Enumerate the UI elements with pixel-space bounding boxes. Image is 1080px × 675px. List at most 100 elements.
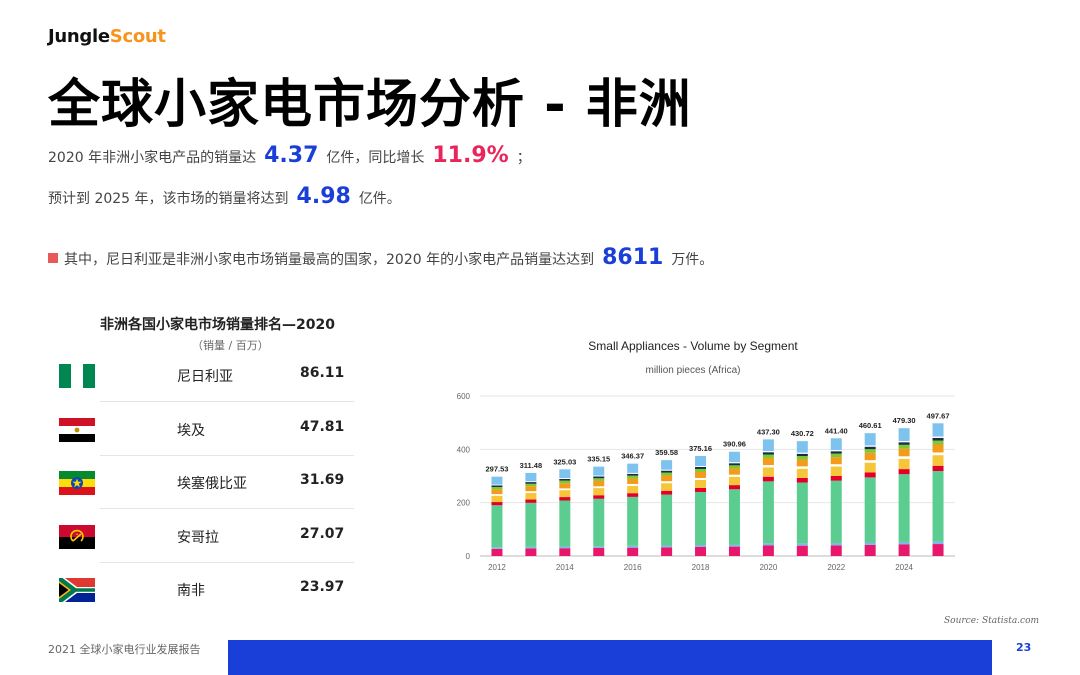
bar-segment — [593, 476, 605, 479]
bar-segment — [864, 452, 876, 461]
bar-segment — [728, 468, 740, 475]
bar-segment — [593, 546, 605, 548]
bar-segment — [525, 486, 537, 492]
bar-segment — [593, 498, 605, 547]
country-name: 南非 — [177, 583, 205, 599]
bar-segment — [898, 428, 910, 441]
bar-segment — [830, 453, 842, 458]
bar-segment — [830, 464, 842, 467]
bar-segment — [830, 457, 842, 465]
country-value: 47.81 — [300, 419, 345, 435]
bar-segment — [932, 452, 944, 456]
bar-segment — [593, 478, 605, 481]
volume-by-segment-chart: Small Appliances - Volume by Segment mil… — [457, 339, 955, 572]
bar-segment — [762, 454, 774, 459]
bar-segment — [661, 475, 673, 482]
bar-segment — [898, 474, 910, 542]
bar-segment — [830, 451, 842, 454]
bar-segment — [695, 466, 707, 469]
bar-segment — [762, 545, 774, 556]
country-name: 尼日利亚 — [177, 369, 233, 385]
angola-flag-icon — [59, 525, 95, 549]
bar-segment — [593, 480, 605, 487]
bar-segment — [695, 491, 707, 545]
bar-segment — [525, 546, 537, 549]
bar-segment — [728, 474, 740, 477]
summary-line-1: 2020 年非洲小家电产品的销量达 4.37 亿件，同比增长 11.9%； — [48, 143, 531, 168]
bar-segment — [525, 548, 537, 556]
bar-segment — [864, 446, 876, 450]
bar-segment — [864, 460, 876, 463]
bar-segment — [559, 488, 571, 491]
bar-segment — [627, 483, 639, 486]
bar-segment — [627, 475, 639, 479]
bar-segment — [695, 471, 707, 478]
bar-total-label: 441.40 — [825, 426, 848, 435]
bar-segment — [932, 436, 944, 438]
south-africa-flag-icon — [59, 578, 95, 602]
x-tick-label: 2018 — [692, 563, 710, 572]
bar-segment — [525, 499, 537, 503]
bar-segment — [898, 440, 910, 443]
bar-segment — [559, 546, 571, 549]
bar-total-label: 460.61 — [859, 421, 882, 430]
bar-segment — [491, 548, 503, 556]
bar-segment — [864, 542, 876, 545]
bar-segment — [627, 472, 639, 474]
bar-segment — [932, 541, 944, 545]
bar-segment — [525, 483, 537, 487]
bar-segment — [728, 489, 740, 545]
page-number: 23 — [1016, 641, 1032, 654]
bar-segment — [796, 545, 808, 556]
bar-segment — [932, 440, 944, 445]
bar-segment — [593, 466, 605, 476]
bar-segment — [627, 485, 639, 494]
bar-total-label: 375.16 — [689, 444, 712, 453]
bar-segment — [491, 476, 503, 485]
bar-segment — [830, 543, 842, 546]
ranking-title: 非洲各国小家电市场销量排名—2020 — [100, 317, 335, 333]
bar-segment — [491, 502, 503, 506]
country-value: 23.97 — [300, 579, 345, 595]
bar-segment — [728, 451, 740, 463]
bar-segment — [728, 546, 740, 556]
bar-segment — [593, 488, 605, 496]
country-name: 安哥拉 — [177, 530, 219, 546]
bar-segment — [898, 541, 910, 545]
bar-segment — [898, 469, 910, 475]
bar-segment — [661, 469, 673, 471]
bar-segment — [559, 478, 571, 481]
bar-segment — [864, 462, 876, 473]
bar-segment — [796, 543, 808, 546]
y-tick-label: 600 — [457, 392, 471, 401]
bar-segment — [864, 433, 876, 446]
bar-segment — [627, 463, 639, 473]
x-tick-label: 2012 — [488, 563, 506, 572]
ethiopia-flag-icon — [59, 471, 95, 495]
bar-segment — [695, 468, 707, 472]
bar-segment — [830, 480, 842, 544]
bar-segment — [796, 468, 808, 478]
bar-segment — [661, 494, 673, 546]
bar-segment — [695, 455, 707, 466]
bar-segment — [932, 471, 944, 542]
bar-segment — [796, 482, 808, 544]
bar-segment — [830, 466, 842, 476]
bar-segment — [593, 495, 605, 499]
bar-segment — [762, 476, 774, 482]
bar-segment — [593, 486, 605, 489]
bar-segment — [762, 481, 774, 544]
bar-segment — [728, 485, 740, 490]
summary-line-2: 预计到 2025 年，该市场的销量将达到 4.98 亿件。 — [48, 184, 401, 209]
bar-segment — [695, 544, 707, 547]
y-tick-label: 400 — [457, 445, 471, 454]
bar-segment — [830, 450, 842, 452]
bar-segment — [491, 505, 503, 548]
bar-segment — [559, 480, 571, 484]
bar-segment — [796, 441, 808, 453]
country-value: 31.69 — [300, 472, 345, 488]
egypt-flag-icon — [59, 418, 95, 442]
x-tick-label: 2022 — [827, 563, 845, 572]
country-value: 86.11 — [300, 365, 345, 381]
x-tick-label: 2024 — [895, 563, 913, 572]
